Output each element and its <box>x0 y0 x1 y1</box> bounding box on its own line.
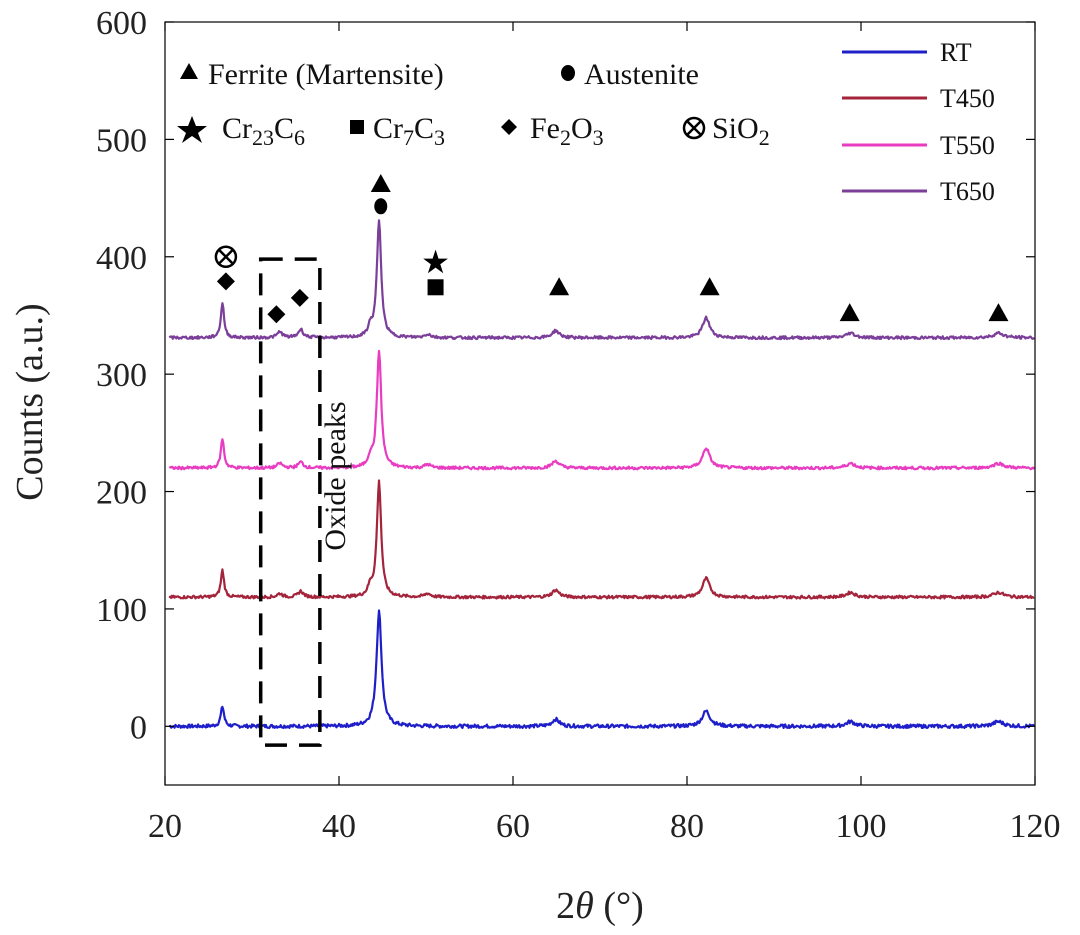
phase-legend-cr23c6: Cr23C6 <box>177 112 305 150</box>
phase-legend-ferrite: Ferrite (Martensite) <box>180 58 444 91</box>
triangle-marker <box>988 303 1009 322</box>
triangle-marker <box>549 277 570 296</box>
x-tick-label: 60 <box>496 808 530 845</box>
series-line-t650 <box>168 219 1035 341</box>
diamond-marker <box>267 305 286 324</box>
svg-text:Austenite: Austenite <box>584 58 699 91</box>
series-legend: RT T450 T550 T650 <box>842 38 995 206</box>
star-icon <box>177 116 207 143</box>
triangle-marker <box>370 173 391 192</box>
circle-icon <box>561 65 575 81</box>
oxide-peaks-box <box>258 257 322 747</box>
legend-item-t650: T650 <box>842 177 995 206</box>
oxide-peaks-label: Oxide peaks <box>319 401 352 550</box>
triangle-marker <box>699 277 720 296</box>
y-tick-label: 600 <box>96 5 147 42</box>
svg-text:Ferrite (Martensite): Ferrite (Martensite) <box>208 58 444 91</box>
x-tick-label: 100 <box>836 808 887 845</box>
legend-item-t550: T550 <box>842 131 995 160</box>
x-tick-label: 20 <box>148 808 182 845</box>
square-icon <box>350 120 364 134</box>
otimes-icon <box>682 116 706 140</box>
y-axis-title: Counts (a.u.) <box>9 303 51 500</box>
x-axis-title: 2θ (°) <box>556 885 644 927</box>
y-tick-label: 100 <box>96 592 147 629</box>
svg-text:T550: T550 <box>940 131 995 160</box>
axes: 20 40 60 80 100 120 0 100 200 300 400 500 600 <box>96 5 1061 845</box>
svg-text:T450: T450 <box>940 84 995 113</box>
svg-text:Fe2O3: Fe2O3 <box>530 112 604 150</box>
otimes-circle <box>214 245 238 269</box>
diamond-marker <box>216 272 235 291</box>
x-tick-label: 40 <box>322 808 356 845</box>
phase-legend-sio2: SiO2 <box>682 112 770 150</box>
series-line-t450 <box>168 479 1035 600</box>
plot-series-group <box>168 219 1036 747</box>
star-marker <box>423 249 448 274</box>
triangle-icon <box>180 63 198 79</box>
x-tick-label: 120 <box>1010 808 1061 845</box>
phase-legend-austenite: Austenite <box>561 58 699 91</box>
legend-item-rt: RT <box>842 38 972 67</box>
svg-text:T650: T650 <box>940 177 995 206</box>
y-tick-label: 300 <box>96 357 147 394</box>
x-tick-label: 80 <box>670 808 704 845</box>
otimes-stroke <box>218 248 234 265</box>
diamond-marker <box>290 288 309 307</box>
series-line-rt <box>168 609 1035 730</box>
plot-frame <box>164 21 1036 786</box>
square-marker <box>427 279 444 296</box>
phase-legend: Ferrite (Martensite) Austenite Cr23C6 Cr… <box>177 58 770 150</box>
svg-text:RT: RT <box>940 38 972 67</box>
svg-text:Cr7C3: Cr7C3 <box>373 112 445 150</box>
y-tick-label: 200 <box>96 475 147 512</box>
circle-marker <box>374 198 388 215</box>
y-tick-label: 400 <box>96 240 147 277</box>
svg-text:SiO2: SiO2 <box>712 112 770 150</box>
phase-legend-cr7c3: Cr7C3 <box>350 112 445 150</box>
svg-text:Cr23C6: Cr23C6 <box>222 112 305 150</box>
phase-legend-fe2o3: Fe2O3 <box>501 112 604 150</box>
series-line-t550 <box>168 349 1036 471</box>
y-tick-label: 0 <box>130 709 147 746</box>
y-tick-label: 500 <box>96 122 147 159</box>
triangle-marker <box>839 303 860 322</box>
otimes-marker <box>214 245 238 269</box>
diamond-icon <box>501 119 517 135</box>
legend-item-t450: T450 <box>842 84 995 113</box>
phase-markers <box>214 173 1009 324</box>
